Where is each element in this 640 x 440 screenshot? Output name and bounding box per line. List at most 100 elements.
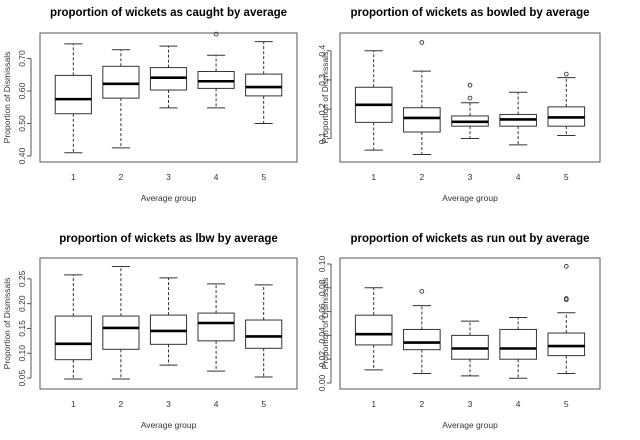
box-group-1 <box>54 274 92 380</box>
box-group-2 <box>102 49 140 149</box>
box-iqr <box>403 107 441 133</box>
box-iqr <box>197 312 235 342</box>
plot-frame <box>39 32 298 163</box>
x-tick-label: 1 <box>371 172 376 182</box>
box-iqr <box>547 332 586 357</box>
box-group-2 <box>403 289 441 374</box>
box-group-1 <box>54 43 92 154</box>
box-group-4 <box>197 31 235 109</box>
panel-3: proportion of wickets as lbw by average A… <box>2 233 298 430</box>
outlier-point <box>563 71 569 77</box>
outlier-point <box>563 264 569 269</box>
box-group-3 <box>451 320 489 377</box>
x-tick-label: 4 <box>516 172 521 182</box>
box-iqr <box>354 314 393 346</box>
x-tick-label: 4 <box>516 399 521 409</box>
box-group-5 <box>245 41 283 124</box>
y-axis-label: Proportion of Dismissals <box>320 52 330 144</box>
x-tick-label: 1 <box>71 172 76 182</box>
panel-2: proportion of wickets as bowled by avera… <box>317 7 601 203</box>
box-group-1 <box>354 287 393 371</box>
y-tick-label: 0.06 <box>317 303 327 320</box>
box-group-3 <box>451 82 489 139</box>
outlier-point <box>467 95 473 101</box>
x-tick-label: 4 <box>214 399 219 409</box>
plot-frame <box>39 257 298 390</box>
x-tick-label: 3 <box>166 172 171 182</box>
x-tick-label: 1 <box>371 399 376 409</box>
box-group-3 <box>149 45 188 109</box>
x-tick-label: 5 <box>261 399 266 409</box>
chart-title: proportion of wickets as bowled by avera… <box>350 7 589 19</box>
y-tick-label: 0.20 <box>17 295 27 312</box>
x-tick-label: 1 <box>71 399 76 409</box>
y-tick-label: 0.2 <box>317 103 327 115</box>
x-axis-label: Average group <box>442 193 498 203</box>
x-tick-label: 5 <box>261 172 266 182</box>
outlier-point <box>467 82 473 88</box>
box-group-3 <box>149 277 188 366</box>
box-iqr <box>403 328 441 351</box>
y-tick-label: 0.04 <box>317 327 327 344</box>
plot-frame <box>339 32 601 163</box>
chart-title: proportion of wickets as run out by aver… <box>351 233 590 245</box>
y-tick-label: 0.15 <box>17 320 27 337</box>
box-iqr <box>54 315 92 361</box>
y-tick-label: 0.05 <box>17 369 27 386</box>
x-tick-label: 3 <box>468 172 473 182</box>
y-tick-label: 0.1 <box>317 132 327 144</box>
y-axis-label: Proportion of Dismissals <box>2 52 12 144</box>
box-group-4 <box>197 283 235 372</box>
x-tick-label: 2 <box>119 399 124 409</box>
box-group-5 <box>245 284 283 378</box>
x-tick-label: 3 <box>166 399 171 409</box>
chart-title: proportion of wickets as lbw by average <box>59 233 278 245</box>
outlier-point <box>419 289 425 294</box>
outlier-point <box>213 31 219 37</box>
box-group-2 <box>403 40 441 156</box>
y-tick-label: 0.4 <box>317 45 327 57</box>
box-group-5 <box>547 71 586 137</box>
y-axis-label: Proportion of Dismissals <box>2 278 12 370</box>
y-tick-label: 0.10 <box>317 255 327 272</box>
box-iqr <box>499 328 537 360</box>
panel-1: proportion of wickets as caught by avera… <box>2 7 298 203</box>
x-axis-label: Average group <box>141 420 197 430</box>
y-tick-label: 0.60 <box>17 82 27 99</box>
box-group-2 <box>102 265 140 380</box>
y-tick-label: 0.10 <box>17 345 27 362</box>
box-iqr <box>102 315 140 350</box>
panel-4: proportion of wickets as run out by aver… <box>317 233 601 430</box>
x-tick-label: 2 <box>419 172 424 182</box>
y-tick-label: 0.02 <box>317 351 327 368</box>
box-iqr <box>54 74 92 115</box>
plot-frame <box>339 257 601 390</box>
y-tick-label: 0.40 <box>17 147 27 164</box>
y-tick-label: 0.50 <box>17 115 27 132</box>
box-iqr <box>102 65 140 99</box>
y-tick-label: 0.3 <box>317 74 327 86</box>
outlier-point <box>563 296 569 301</box>
x-axis-label: Average group <box>442 420 498 430</box>
outlier-point <box>419 40 425 45</box>
box-group-1 <box>354 50 393 151</box>
x-tick-label: 5 <box>564 172 569 182</box>
box-group-4 <box>499 91 537 146</box>
y-tick-label: 0.70 <box>17 50 27 67</box>
chart-title: proportion of wickets as caught by avera… <box>50 7 287 19</box>
x-tick-label: 4 <box>214 172 219 182</box>
x-tick-label: 2 <box>419 399 424 409</box>
x-tick-label: 2 <box>119 172 124 182</box>
box-iqr <box>245 73 283 97</box>
y-tick-label: 0.00 <box>317 374 327 391</box>
box-group-5 <box>547 264 586 374</box>
x-tick-label: 3 <box>468 399 473 409</box>
x-axis-label: Average group <box>141 193 197 203</box>
y-tick-label: 0.25 <box>17 270 27 287</box>
box-iqr <box>245 319 283 349</box>
y-tick-label: 0.08 <box>317 279 327 296</box>
y-axis-label: Proportion of Dismissals <box>320 278 330 370</box>
x-tick-label: 5 <box>564 399 569 409</box>
box-group-4 <box>499 317 537 379</box>
